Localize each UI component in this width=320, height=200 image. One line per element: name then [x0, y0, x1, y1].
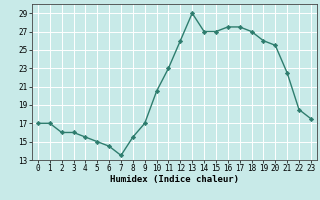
- X-axis label: Humidex (Indice chaleur): Humidex (Indice chaleur): [110, 175, 239, 184]
